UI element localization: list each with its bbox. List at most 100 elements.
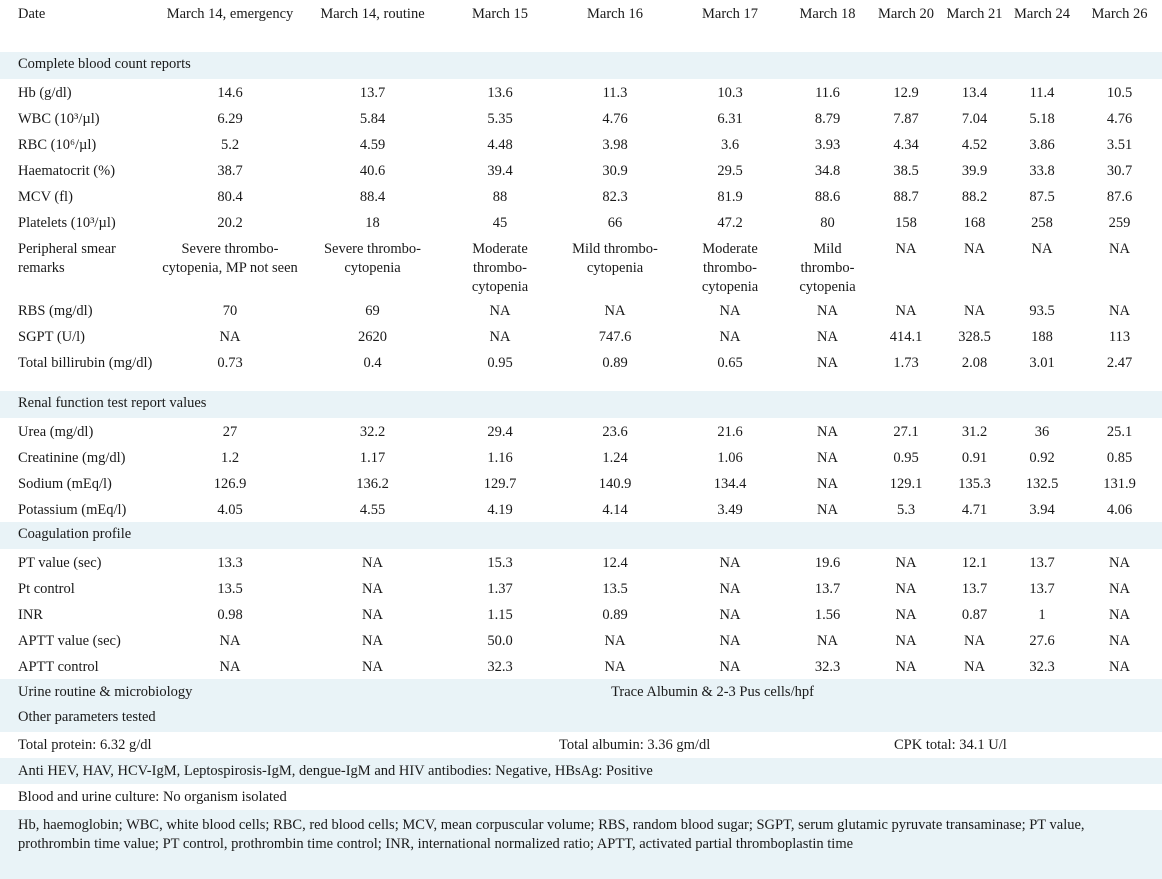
table-cell: NA <box>942 653 1007 679</box>
table-cell: 414.1 <box>870 323 942 349</box>
table-cell: 0.87 <box>942 601 1007 627</box>
table-cell: 0.92 <box>1007 444 1077 470</box>
table-cell: 747.6 <box>555 323 675 349</box>
table-cell: 14.6 <box>160 79 300 105</box>
table-cell: 140.9 <box>555 470 675 496</box>
table-cell: 0.73 <box>160 349 300 391</box>
row-label: APTT control <box>0 653 160 679</box>
table-cell: 5.2 <box>160 131 300 157</box>
table-cell: 1.15 <box>445 601 555 627</box>
table-cell: 39.4 <box>445 157 555 183</box>
column-header: March 17 <box>675 0 785 52</box>
table-cell: Moderate thrombo-cytopenia <box>675 235 785 297</box>
table-cell: 40.6 <box>300 157 445 183</box>
table-cell: 29.5 <box>675 157 785 183</box>
table-cell: 6.31 <box>675 105 785 131</box>
column-header: Date <box>0 0 160 52</box>
table-cell: 3.51 <box>1077 131 1162 157</box>
total-albumin: Total albumin: 3.36 gm/dl <box>555 732 870 758</box>
column-header: March 21 <box>942 0 1007 52</box>
section-header-renal: Renal function test report values <box>0 391 1162 418</box>
table-cell: NA <box>785 444 870 470</box>
column-header: March 16 <box>555 0 675 52</box>
table-cell: 113 <box>1077 323 1162 349</box>
table-cell: 5.35 <box>445 105 555 131</box>
table-cell: NA <box>160 653 300 679</box>
table-cell: 4.34 <box>870 131 942 157</box>
table-cell: 328.5 <box>942 323 1007 349</box>
row-label: WBC (10³/µl) <box>0 105 160 131</box>
urine-label: Urine routine & microbiology <box>0 679 555 705</box>
row-label: Haematocrit (%) <box>0 157 160 183</box>
table-cell: NA <box>870 549 942 575</box>
table-cell: 3.93 <box>785 131 870 157</box>
table-cell: 32.3 <box>445 653 555 679</box>
table-cell: 13.7 <box>1007 549 1077 575</box>
table-cell: 4.14 <box>555 496 675 522</box>
table-cell: 27.6 <box>1007 627 1077 653</box>
table-cell: 36 <box>1007 418 1077 444</box>
table-cell: 11.3 <box>555 79 675 105</box>
table-cell: NA <box>300 653 445 679</box>
table-row: Potassium (mEq/l) 4.05 4.55 4.19 4.14 3.49 NA 5… <box>0 496 1162 522</box>
table-cell: NA <box>942 235 1007 297</box>
table-cell: 15.3 <box>445 549 555 575</box>
table-cell: 27.1 <box>870 418 942 444</box>
table-row: Creatinine (mg/dl) 1.2 1.17 1.16 1.24 1.06 NA 0… <box>0 444 1162 470</box>
table-cell: NA <box>300 627 445 653</box>
table-cell: 21.6 <box>675 418 785 444</box>
table-cell: 66 <box>555 209 675 235</box>
table-cell: 38.7 <box>160 157 300 183</box>
table-cell: 50.0 <box>445 627 555 653</box>
table-cell: 131.9 <box>1077 470 1162 496</box>
table-cell: NA <box>870 627 942 653</box>
table-cell: NA <box>445 323 555 349</box>
table-cell: 33.8 <box>1007 157 1077 183</box>
table-cell: 8.79 <box>785 105 870 131</box>
column-header: March 18 <box>785 0 870 52</box>
table-cell: NA <box>445 297 555 323</box>
table-cell: 13.3 <box>160 549 300 575</box>
table-cell: 188 <box>1007 323 1077 349</box>
table-cell: 5.3 <box>870 496 942 522</box>
table-cell: NA <box>300 575 445 601</box>
table-cell: NA <box>300 601 445 627</box>
table-cell: Mild thrombo-cytopenia <box>555 235 675 297</box>
table-cell: 20.2 <box>160 209 300 235</box>
column-header: March 14, routine <box>300 0 445 52</box>
row-label: Potassium (mEq/l) <box>0 496 160 522</box>
table-cell: NA <box>1077 575 1162 601</box>
table-cell: 4.19 <box>445 496 555 522</box>
table-cell: NA <box>160 627 300 653</box>
table-cell: NA <box>870 601 942 627</box>
table-cell: 4.48 <box>445 131 555 157</box>
table-cell: 47.2 <box>675 209 785 235</box>
table-cell: 0.91 <box>942 444 1007 470</box>
table-cell: 0.89 <box>555 349 675 391</box>
row-label: MCV (fl) <box>0 183 160 209</box>
table-cell: 126.9 <box>160 470 300 496</box>
table-row: MCV (fl) 80.4 88.4 88 82.3 81.9 88.6 88.7 88.2 87… <box>0 183 1162 209</box>
table-cell: 32.3 <box>1007 653 1077 679</box>
section-title: Complete blood count reports <box>0 52 1162 79</box>
row-label: Pt control <box>0 575 160 601</box>
table-row: Total billirubin (mg/dl) 0.73 0.4 0.95 0.89 0… <box>0 349 1162 391</box>
table-cell: NA <box>160 323 300 349</box>
table-cell: NA <box>942 297 1007 323</box>
row-label: INR <box>0 601 160 627</box>
table-cell: NA <box>555 653 675 679</box>
table-cell: 3.94 <box>1007 496 1077 522</box>
urine-value: Trace Albumin & 2-3 Pus cells/hpf <box>555 679 870 705</box>
other-params-row: Total protein: 6.32 g/dl Total albumin: … <box>0 732 1162 758</box>
table-cell: 1.16 <box>445 444 555 470</box>
table-cell: 80.4 <box>160 183 300 209</box>
table-cell: 13.4 <box>942 79 1007 105</box>
section-title: Renal function test report values <box>0 391 1162 418</box>
antibodies-row: Anti HEV, HAV, HCV-IgM, Leptospirosis-Ig… <box>0 758 1162 784</box>
row-label: PT value (sec) <box>0 549 160 575</box>
table-cell: 129.7 <box>445 470 555 496</box>
table-cell: NA <box>785 470 870 496</box>
culture-text: Blood and urine culture: No organism iso… <box>0 784 1162 810</box>
table-cell: NA <box>1077 601 1162 627</box>
table-cell: 3.01 <box>1007 349 1077 391</box>
